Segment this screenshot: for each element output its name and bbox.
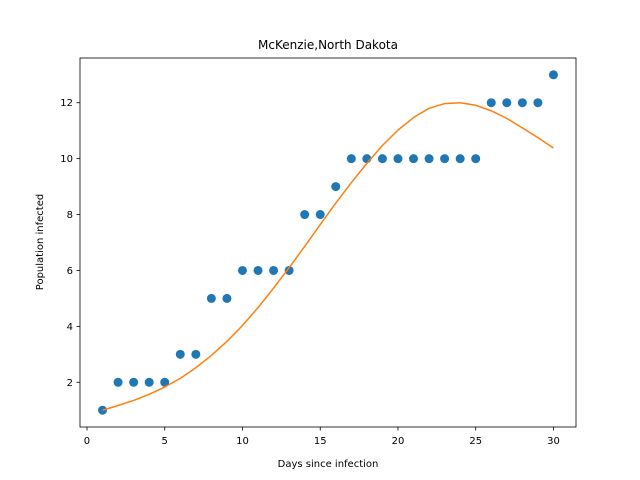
x-tick-label: 15 — [314, 436, 327, 447]
axes-frame — [79, 57, 577, 428]
y-tick-label: 2 — [67, 378, 73, 389]
scatter-point — [315, 210, 325, 220]
y-tick-label: 6 — [67, 266, 73, 277]
plot-layer — [98, 70, 558, 415]
scatter-point — [113, 377, 123, 387]
x-tick-label: 20 — [392, 436, 405, 447]
scatter-point — [129, 377, 139, 387]
axes-layer: 0 5 10 15 20 25 30 2 4 6 8 10 12 — [60, 57, 577, 447]
scatter-point — [502, 98, 512, 108]
y-tick-label: 4 — [67, 322, 73, 333]
scatter-point — [377, 154, 387, 164]
scatter-point — [471, 154, 481, 164]
scatter-point — [284, 265, 294, 275]
scatter-point — [393, 154, 403, 164]
scatter-point — [144, 377, 154, 387]
scatter-point — [222, 293, 232, 303]
scatter-point — [237, 265, 247, 275]
scatter-point — [346, 154, 356, 164]
scatter-point — [486, 98, 496, 108]
scatter-point — [409, 154, 419, 164]
plot-content — [98, 70, 558, 415]
y-tick-label: 10 — [60, 154, 73, 165]
y-axis-label: Population infected — [35, 194, 46, 290]
scatter-point — [160, 377, 170, 387]
scatter-point — [331, 182, 341, 192]
scatter-point — [548, 70, 558, 80]
scatter-point — [424, 154, 434, 164]
x-tick-label: 10 — [236, 436, 249, 447]
scatter-point — [175, 349, 185, 359]
scatter-point — [253, 265, 263, 275]
scatter-point — [440, 154, 450, 164]
x-axis-label: Days since infection — [278, 459, 379, 470]
y-tick-label: 8 — [67, 210, 73, 221]
fit-line — [102, 101, 554, 411]
y-tick-label: 12 — [60, 98, 73, 109]
scatter-point — [517, 98, 527, 108]
x-tick-label: 30 — [547, 436, 560, 447]
scatter-point — [455, 154, 465, 164]
chart-title: McKenzie,North Dakota — [258, 38, 398, 52]
x-tick-label: 25 — [469, 436, 482, 447]
x-tick-label: 0 — [84, 436, 90, 447]
scatter-point — [191, 349, 201, 359]
scatter-point — [300, 210, 310, 220]
scatter-point — [533, 98, 543, 108]
x-tick-label: 5 — [162, 436, 168, 447]
scatter-point — [206, 293, 216, 303]
scatter-point — [269, 265, 279, 275]
